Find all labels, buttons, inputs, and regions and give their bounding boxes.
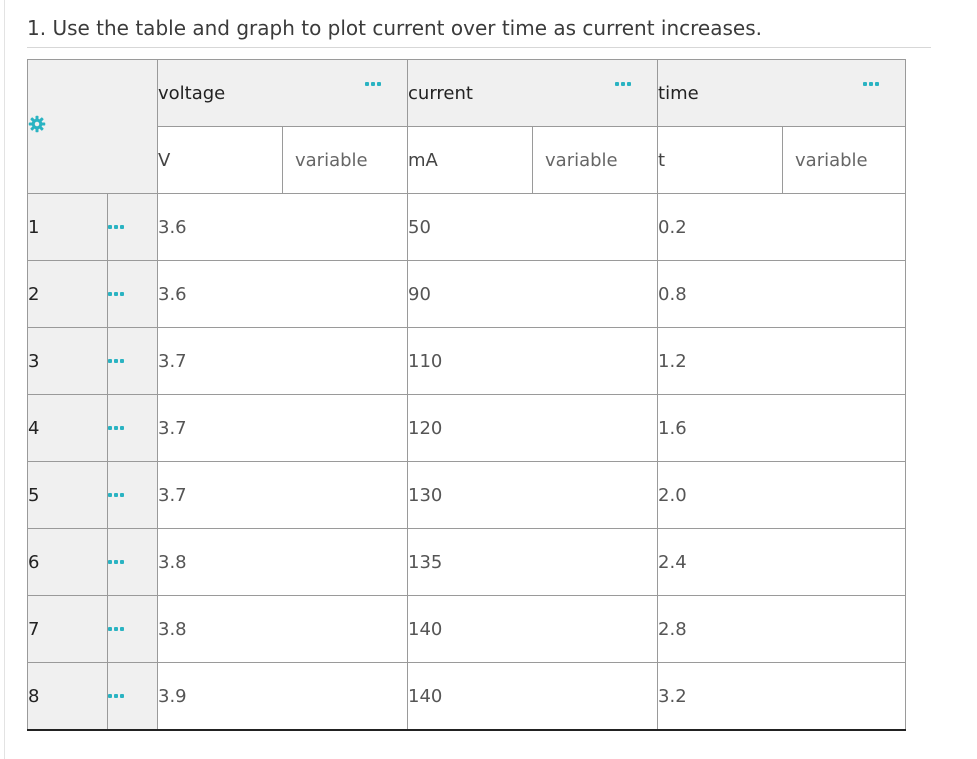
time-cell[interactable]: 2.0 [657,461,907,529]
table-body: 1 3.6 50 0.2 2 3.6 90 0.8 3 3.7 110 1.2 4 3.7 120 1.6 5 3… [27,193,907,731]
table-row: 8 3.9 140 3.2 [27,662,907,731]
current-cell[interactable]: 50 [407,193,659,261]
ellipsis-icon[interactable] [108,426,124,430]
table-row: 7 3.8 140 2.8 [27,595,907,663]
current-cell[interactable]: 90 [407,260,659,328]
row-menu-button[interactable] [107,260,158,328]
ellipsis-icon[interactable] [108,627,124,631]
time-cell[interactable]: 2.4 [657,528,907,596]
row-number: 2 [27,260,108,328]
ellipsis-icon[interactable] [365,82,382,86]
row-menu-button[interactable] [107,662,158,731]
row-number: 7 [27,595,108,663]
column-header-time[interactable]: time [657,59,907,127]
voltage-cell[interactable]: 3.7 [156,461,409,529]
divider [27,47,931,48]
column-header-current[interactable]: current [407,59,659,127]
question-text: 1. Use the table and graph to plot curre… [27,16,762,40]
time-cell[interactable]: 3.2 [657,662,907,731]
table-row: 2 3.6 90 0.8 [27,260,907,328]
time-cell[interactable]: 2.8 [657,595,907,663]
row-menu-button[interactable] [107,193,158,261]
column-name: current [408,82,473,104]
ellipsis-icon[interactable] [615,82,632,86]
table-row: 3 3.7 110 1.2 [27,327,907,395]
row-menu-button[interactable] [107,327,158,395]
row-number: 1 [27,193,108,261]
current-cell[interactable]: 120 [407,394,659,462]
row-number: 6 [27,528,108,596]
gear-icon[interactable] [28,115,46,133]
voltage-cell[interactable]: 3.8 [156,595,409,663]
type-cell[interactable]: variable [782,126,907,194]
row-menu-button[interactable] [107,528,158,596]
unit-cell[interactable]: V [157,126,283,194]
time-cell[interactable]: 0.8 [657,260,907,328]
current-cell[interactable]: 135 [407,528,659,596]
row-menu-button[interactable] [107,595,158,663]
column-name: voltage [158,82,226,104]
voltage-cell[interactable]: 3.8 [156,528,409,596]
time-cell[interactable]: 0.2 [657,193,907,261]
content-frame [4,0,975,759]
ellipsis-icon[interactable] [863,82,880,86]
current-cell[interactable]: 140 [407,595,659,663]
table-row: 4 3.7 120 1.6 [27,394,907,462]
row-number: 3 [27,327,108,395]
ellipsis-icon[interactable] [108,292,124,296]
unit-cell[interactable]: mA [407,126,534,194]
current-cell[interactable]: 110 [407,327,659,395]
ellipsis-icon[interactable] [108,359,124,363]
table-settings-button[interactable] [27,59,158,194]
type-cell[interactable]: variable [281,126,409,194]
table-row: 5 3.7 130 2.0 [27,461,907,529]
voltage-cell[interactable]: 3.7 [156,327,409,395]
time-cell[interactable]: 1.2 [657,327,907,395]
table-row: 1 3.6 50 0.2 [27,193,907,261]
column-name: time [658,82,699,104]
ellipsis-icon[interactable] [108,694,124,698]
row-number: 4 [27,394,108,462]
type-cell[interactable]: variable [532,126,659,194]
current-cell[interactable]: 130 [407,461,659,529]
voltage-cell[interactable]: 3.6 [156,193,409,261]
table-row: 6 3.8 135 2.4 [27,528,907,596]
unit-cell[interactable]: t [657,126,784,194]
ellipsis-icon[interactable] [108,493,124,497]
column-header-voltage[interactable]: voltage [156,59,409,127]
current-cell[interactable]: 140 [407,662,659,731]
row-number: 5 [27,461,108,529]
row-menu-button[interactable] [107,461,158,529]
row-menu-button[interactable] [107,394,158,462]
ellipsis-icon[interactable] [108,225,124,229]
row-number: 8 [27,662,108,731]
time-cell[interactable]: 1.6 [657,394,907,462]
ellipsis-icon[interactable] [108,560,124,564]
voltage-cell[interactable]: 3.9 [156,662,409,731]
data-table: voltage current time V variable mA varia… [27,59,907,731]
voltage-cell[interactable]: 3.7 [156,394,409,462]
voltage-cell[interactable]: 3.6 [156,260,409,328]
